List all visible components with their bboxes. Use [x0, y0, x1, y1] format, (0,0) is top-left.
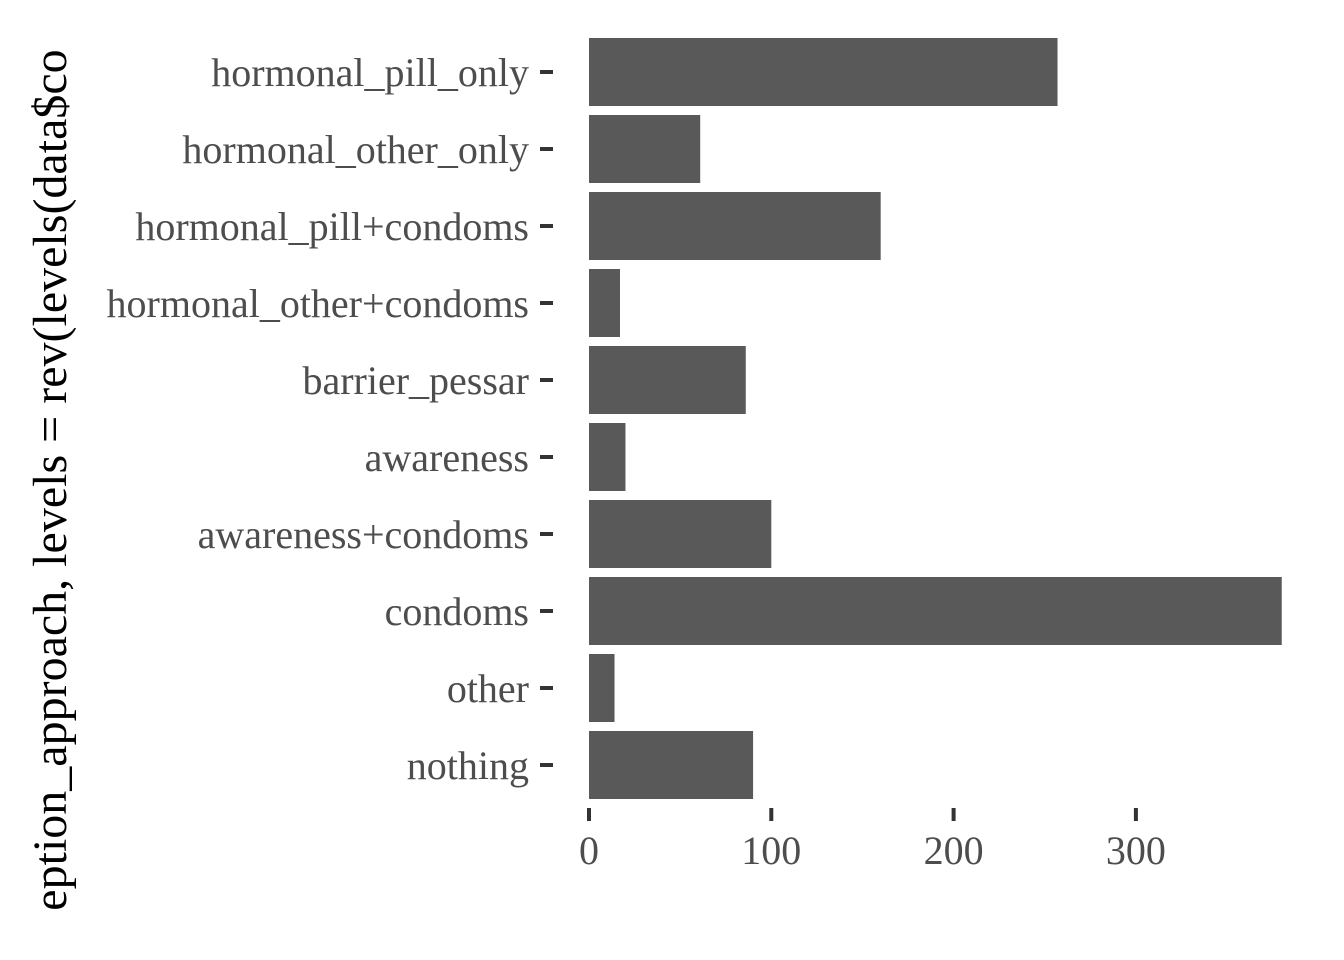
y-tick-label: barrier_pessar: [302, 358, 529, 403]
x-tick-label: 300: [1106, 828, 1166, 873]
bar-3: [589, 269, 620, 337]
x-tick-label: 100: [741, 828, 801, 873]
y-axis: hormonal_pill_only hormonal_other_onlyhor…: [107, 50, 553, 788]
y-tick-label: nothing: [407, 743, 529, 788]
bar-1: [589, 115, 701, 183]
y-tick-label: awareness: [365, 435, 529, 480]
y-tick-label: awareness+condoms: [198, 512, 529, 557]
bar-9: [589, 731, 754, 799]
x-tick-label: 0: [579, 828, 599, 873]
y-tick-label: hormonal_other_only: [182, 127, 529, 172]
bar-6: [589, 500, 772, 568]
bar-2: [589, 192, 881, 260]
y-tick-label: condoms: [385, 589, 529, 634]
y-tick-label: other: [447, 666, 529, 711]
bar-7: [589, 577, 1282, 645]
bars-group: [589, 38, 1282, 799]
bar-8: [589, 654, 615, 722]
bar-4: [589, 346, 746, 414]
y-tick-label: hormonal_other+condoms: [107, 281, 529, 326]
bar-0: [589, 38, 1058, 106]
x-tick-label: 200: [924, 828, 984, 873]
y-tick-label: hormonal_pill_only: [211, 50, 529, 95]
bar-5: [589, 423, 626, 491]
y-axis-title: eption_approach, levels = rev(levels(dat…: [24, 49, 77, 910]
y-tick-label: hormonal_pill+condoms: [135, 204, 529, 249]
x-axis: 0 100 200 300: [579, 808, 1166, 873]
